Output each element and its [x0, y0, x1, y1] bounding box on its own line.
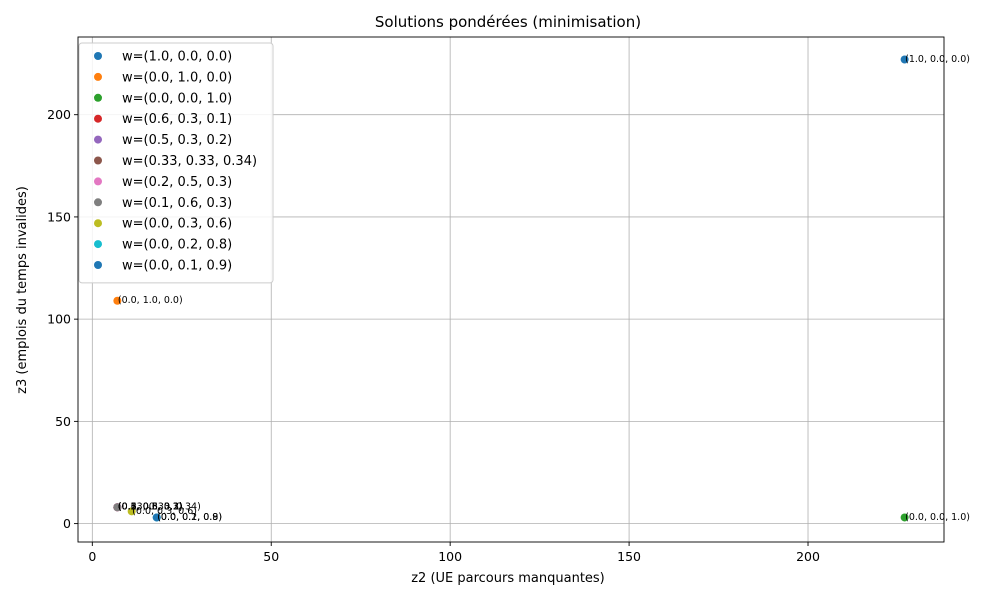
data-point	[113, 296, 122, 305]
legend-entry: w=(0.6, 0.3, 0.1)	[122, 112, 232, 127]
legend-entry: w=(1.0, 0.0, 0.0)	[122, 50, 232, 65]
point-label: (0.6, 0.3, 0.1)	[118, 502, 183, 513]
point-label: (0.2, 0.5, 0.3)	[118, 502, 183, 513]
legend-entry: w=(0.0, 0.1, 0.9)	[122, 259, 232, 274]
x-tick-label: 50	[263, 549, 279, 564]
point-label: (1.0, 0.0, 0.0)	[905, 54, 970, 65]
legend-entry: w=(0.5, 0.3, 0.2)	[122, 133, 232, 148]
y-tick-label: 50	[55, 414, 71, 429]
plot-frame	[77, 36, 945, 543]
legend-marker	[94, 219, 102, 228]
legend-entry: w=(0.1, 0.6, 0.3)	[122, 196, 232, 211]
legend-entry: w=(0.0, 0.0, 1.0)	[122, 91, 232, 106]
x-tick-label: 200	[796, 549, 820, 564]
legend-marker	[94, 52, 102, 60]
legend-marker	[94, 240, 102, 249]
data-point	[900, 55, 909, 64]
point-label: (0.33, 0.33, 0.34)	[118, 502, 201, 513]
point-label: (0.0, 0.1, 0.9)	[157, 512, 222, 523]
point-label: (0.5, 0.3, 0.2)	[118, 502, 183, 513]
data-point	[900, 513, 909, 522]
y-tick-label: 150	[47, 209, 71, 224]
legend-entry: w=(0.0, 0.3, 0.6)	[122, 217, 232, 232]
legend-marker	[94, 72, 102, 81]
legend-marker	[94, 261, 102, 269]
chart-title: Solutions pondérées (minimisation)	[375, 13, 641, 31]
y-tick-label: 100	[47, 312, 71, 327]
legend-entry: w=(0.33, 0.33, 0.34)	[122, 154, 257, 169]
x-tick-label: 0	[88, 549, 96, 564]
legend-marker	[94, 177, 102, 186]
legend-entry: w=(0.0, 0.2, 0.8)	[122, 238, 232, 253]
point-label: (0.0, 1.0, 0.0)	[118, 295, 183, 306]
x-tick-label: 100	[438, 549, 462, 564]
legend-entry: w=(0.2, 0.5, 0.3)	[122, 175, 232, 190]
x-axis-label: z2 (UE parcours manquantes)	[411, 571, 605, 586]
point-label: (0.0, 0.2, 0.8)	[157, 512, 222, 523]
legend-marker	[94, 114, 102, 123]
legend-marker	[94, 156, 102, 165]
y-tick-label: 200	[47, 107, 71, 122]
y-axis-label: z3 (emplois du temps invalides)	[15, 186, 30, 394]
legend-marker	[94, 198, 102, 207]
data-point	[127, 507, 136, 516]
x-tick-label: 150	[617, 549, 641, 564]
legend-box	[78, 42, 274, 284]
data-points	[113, 55, 909, 522]
point-label: (0.1, 0.6, 0.3)	[118, 502, 183, 513]
legend-marker	[94, 93, 102, 102]
data-point	[113, 503, 122, 512]
legend-entry: w=(0.0, 1.0, 0.0)	[122, 70, 232, 85]
point-annotations: (1.0, 0.0, 0.0) (0.0, 1.0, 0.0) (0.0, 0.0,…	[118, 54, 970, 523]
y-tick-label: 0	[63, 516, 71, 531]
legend-marker	[94, 135, 102, 144]
axis-ticks: 0 50 100 150 200 0 50 100 150 200	[47, 107, 820, 564]
data-point	[152, 513, 161, 522]
point-label: (0.0, 0.3, 0.6)	[132, 506, 197, 517]
point-label: (0.0, 0.0, 1.0)	[905, 512, 970, 523]
legend: w=(1.0, 0.0, 0.0) w=(0.0, 1.0, 0.0) w=(0.0…	[78, 42, 274, 284]
